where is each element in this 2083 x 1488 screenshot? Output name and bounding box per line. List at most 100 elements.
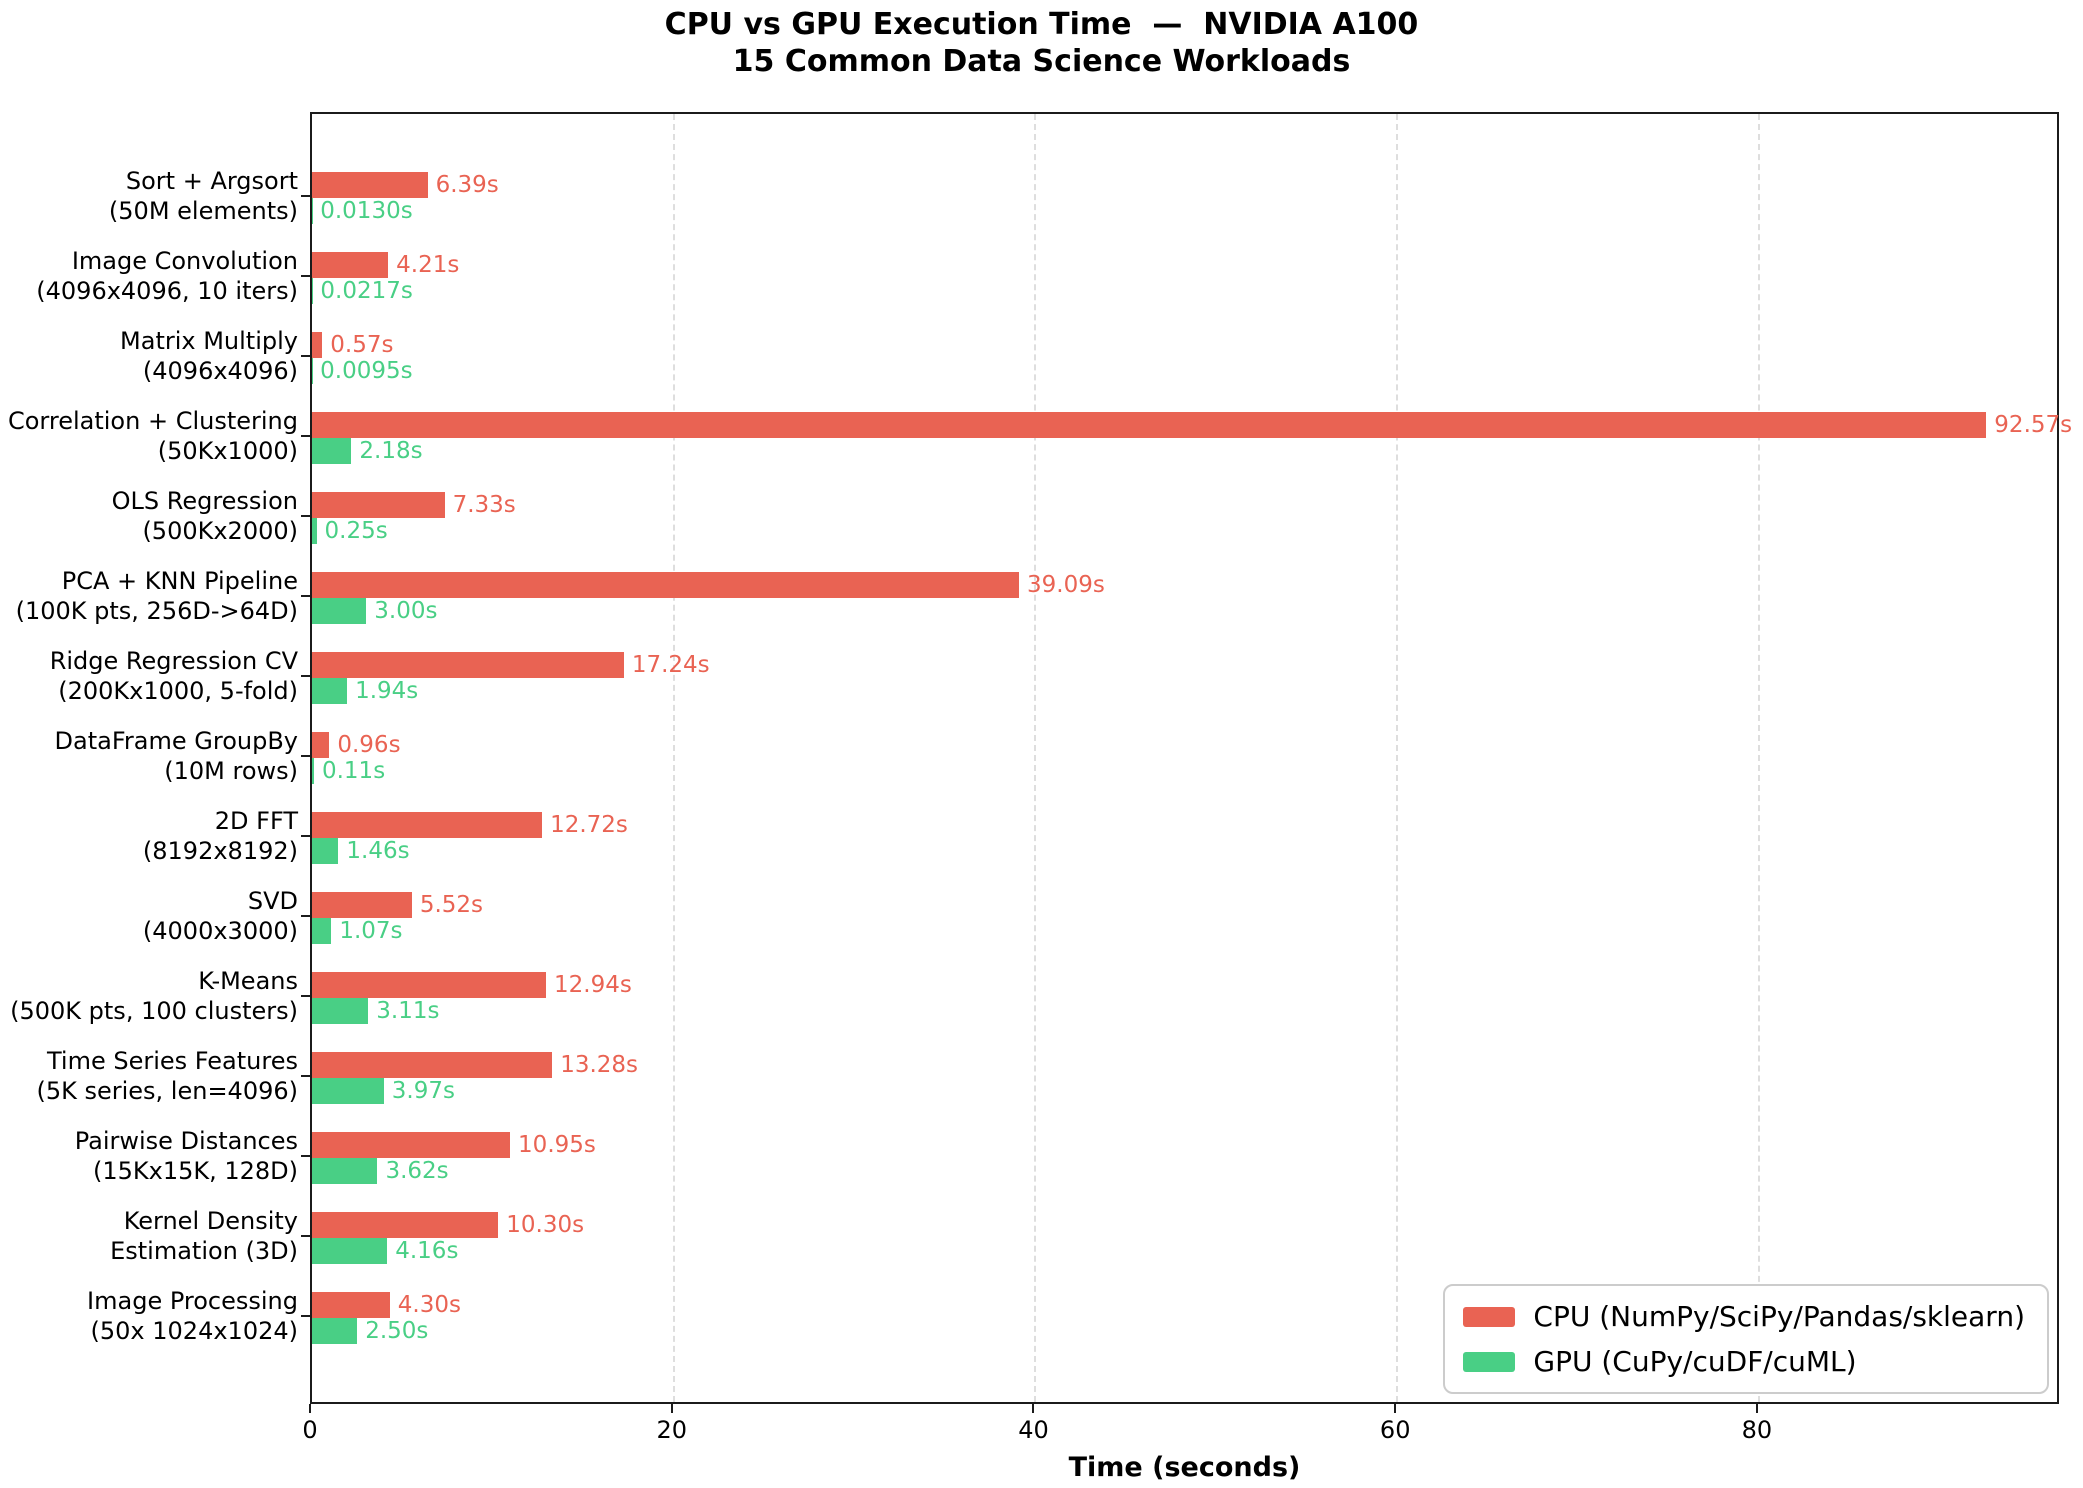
y-tick [301,1155,310,1157]
cpu-value-label: 6.39s [435,172,499,198]
x-tick [1755,1404,1758,1413]
x-tick [1394,1404,1397,1413]
cpu-bar [312,732,330,758]
y-tick [301,435,310,437]
workload-detail: (8192x8192) [142,837,298,865]
workload-name: Image Processing [87,1287,298,1315]
cpu-bar [312,412,1987,438]
cpu-value-label: 4.21s [396,252,460,278]
cpu-bar [312,332,323,358]
cpu-value-label: 0.96s [337,732,401,758]
workload-detail: (500Kx2000) [142,517,298,545]
y-tick [301,755,310,757]
gpu-value-label: 0.0130s [320,198,413,224]
gpu-value-label: 4.16s [395,1238,459,1264]
title-line-2: 15 Common Data Science Workloads [732,44,1351,79]
cpu-value-label: 12.72s [550,812,628,838]
workload-name: SVD [247,887,298,915]
y-tick [301,515,310,517]
y-tick-label: OLS Regression (500Kx2000) [0,486,298,546]
y-tick-label: DataFrame GroupBy (10M rows) [0,726,298,786]
gpu-bar [312,1238,388,1264]
gpu-value-label: 0.0095s [320,358,413,384]
y-tick-label: SVD (4000x3000) [0,886,298,946]
legend-label-gpu: GPU (CuPy/cuDF/cuML) [1533,1345,1857,1378]
gpu-bar [312,1318,358,1344]
gpu-value-label: 3.62s [385,1158,449,1184]
y-tick-label: K-Means (500K pts, 100 clusters) [0,966,298,1026]
y-tick [301,595,310,597]
gpu-bar [312,998,369,1024]
gpu-value-label: 1.46s [346,838,410,864]
y-tick [301,1235,310,1237]
workload-name: Correlation + Clustering [7,407,298,435]
cpu-bar [312,972,547,998]
cpu-bar [312,1212,499,1238]
legend-entry-gpu: GPU (CuPy/cuDF/cuML) [1463,1345,2025,1378]
plot-area: CPU (NumPy/SciPy/Pandas/sklearn) GPU (Cu… [310,112,2072,1404]
x-tick-label: 40 [1018,1416,1049,1444]
gridline-40s [1034,114,1037,1402]
workload-name: Image Convolution [71,247,298,275]
cpu-value-label: 12.94s [554,972,632,998]
cpu-value-label: 39.09s [1027,572,1105,598]
workload-name: K-Means [198,967,298,995]
workload-detail: (200Kx1000, 5-fold) [58,677,298,705]
cpu-bar [312,252,389,278]
y-tick [301,1315,310,1317]
workload-name: Pairwise Distances [74,1127,298,1155]
gpu-bar [312,758,314,784]
workload-detail: (50M elements) [108,197,298,225]
y-tick-label: Time Series Features (5K series, len=4096… [0,1046,298,1106]
legend-label-cpu: CPU (NumPy/SciPy/Pandas/sklearn) [1533,1300,2025,1333]
workload-detail: (4096x4096, 10 iters) [36,277,298,305]
gpu-value-label: 2.50s [365,1318,429,1344]
cpu-value-label: 10.30s [506,1212,585,1238]
gpu-value-label: 0.11s [321,758,386,784]
cpu-bar [312,1052,553,1078]
y-tick-label: Sort + Argsort (50M elements) [0,166,298,226]
y-tick [301,915,310,917]
gpu-value-label: 3.11s [376,998,440,1024]
workload-name: PCA + KNN Pipeline [61,567,298,595]
cpu-bar [312,1292,390,1318]
workload-name: 2D FFT [214,807,298,835]
gpu-bar [312,1078,384,1104]
gpu-bar [312,438,352,464]
x-tick-label: 60 [1379,1416,1411,1444]
workload-detail: (50Kx1000) [157,437,298,465]
x-tick [309,1404,311,1413]
workload-name: Time Series Features [47,1047,298,1075]
title-line-1: CPU vs GPU Execution Time — NVIDIA A100 [664,7,1419,42]
y-tick-label: Image Processing (50x 1024x1024) [0,1286,298,1346]
gpu-color-swatch [1463,1351,1516,1372]
workload-detail: (500K pts, 100 clusters) [10,997,298,1025]
cpu-bar [312,892,412,918]
workload-detail: (10M rows) [164,757,298,785]
gpu-value-label: 3.00s [374,598,438,624]
gridline-80s [1757,114,1760,1402]
workload-name: Sort + Argsort [125,167,298,195]
y-tick [301,995,310,997]
y-tick-label: Pairwise Distances (15Kx15K, 128D) [0,1126,298,1186]
gpu-value-label: 2.18s [359,438,423,464]
cpu-bar [312,1132,511,1158]
workload-detail: (4000x3000) [142,917,298,945]
x-tick [670,1404,673,1413]
x-tick-label: 0 [302,1416,318,1444]
chart-title: CPU vs GPU Execution Time — NVIDIA A100 … [0,6,2083,80]
cpu-value-label: 0.57s [330,332,394,358]
x-tick-label: 80 [1741,1416,1773,1444]
workload-detail: (4096x4096) [142,357,298,385]
gpu-bar [312,518,317,544]
workload-name: Matrix Multiply [120,327,298,355]
cpu-value-label: 13.28s [560,1052,639,1078]
x-axis-label: Time (seconds) [1068,1452,1301,1483]
gpu-bar [312,598,367,624]
workload-name: DataFrame GroupBy [54,727,298,755]
cpu-value-label: 5.52s [419,892,484,918]
y-tick-label: Correlation + Clustering (50Kx1000) [0,406,298,466]
gridline-60s [1396,114,1399,1402]
y-tick-label: Image Convolution (4096x4096, 10 iters) [0,246,298,306]
